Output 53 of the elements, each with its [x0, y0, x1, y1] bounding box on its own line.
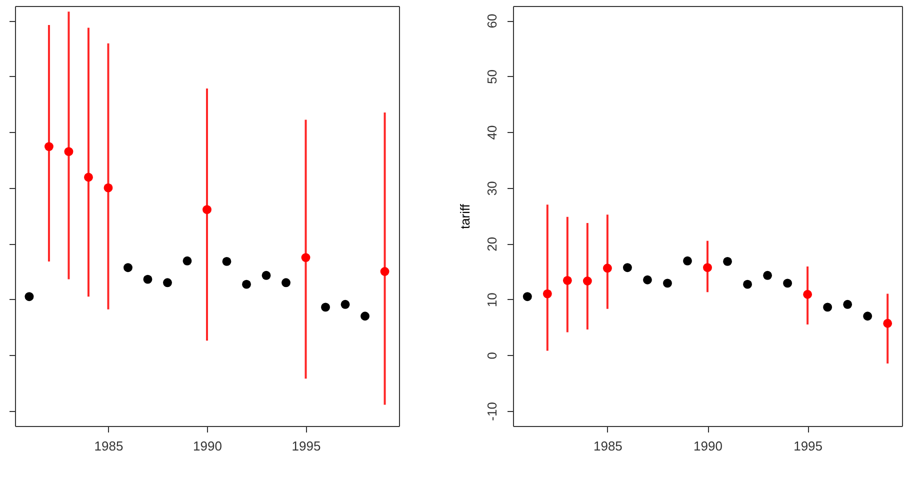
- y-tick-label: 30: [484, 181, 500, 196]
- point: [84, 172, 93, 182]
- y-tick-label: 60: [484, 14, 500, 28]
- x-tick-label: 1995: [794, 438, 823, 454]
- point: [743, 280, 752, 289]
- point: [823, 302, 832, 312]
- point: [703, 263, 712, 272]
- point: [44, 142, 54, 152]
- point: [262, 270, 271, 280]
- point: [763, 270, 772, 280]
- x-tick-label: 1990: [694, 438, 722, 454]
- y-tick-label: 10: [484, 292, 500, 308]
- point: [723, 256, 732, 266]
- point: [683, 256, 692, 266]
- point: [582, 276, 592, 286]
- y-axis-title: tariff: [458, 204, 472, 230]
- point: [24, 292, 34, 302]
- point: [143, 274, 152, 284]
- point: [182, 256, 192, 266]
- y-tick-label: 20: [484, 236, 500, 252]
- point: [163, 278, 172, 288]
- point: [124, 263, 132, 272]
- point: [202, 205, 212, 214]
- y-tick-label: -10: [484, 402, 500, 421]
- point: [562, 276, 572, 285]
- point: [104, 183, 113, 192]
- point: [301, 253, 310, 262]
- point: [622, 263, 632, 272]
- x-tick-label: 1985: [94, 438, 124, 454]
- point: [803, 290, 812, 299]
- x-tick-label: 1990: [193, 438, 222, 454]
- point: [222, 256, 232, 266]
- y-tick-label: 40: [484, 125, 500, 140]
- point: [602, 264, 612, 273]
- point: [843, 300, 852, 309]
- x-tick-label: 1985: [593, 438, 622, 454]
- point: [663, 278, 672, 288]
- point: [783, 278, 792, 288]
- point: [242, 280, 251, 289]
- point: [542, 289, 552, 298]
- point: [883, 318, 892, 328]
- point: [642, 275, 652, 284]
- point: [321, 302, 330, 312]
- y-tick-label: 0: [484, 352, 500, 360]
- y-tick-label: 50: [484, 70, 500, 84]
- x-tick-label: 1995: [292, 438, 321, 454]
- point: [282, 278, 290, 288]
- point: [863, 312, 872, 321]
- point: [522, 292, 532, 302]
- point: [360, 312, 370, 321]
- point: [340, 300, 350, 309]
- point: [380, 267, 390, 276]
- point: [64, 147, 74, 156]
